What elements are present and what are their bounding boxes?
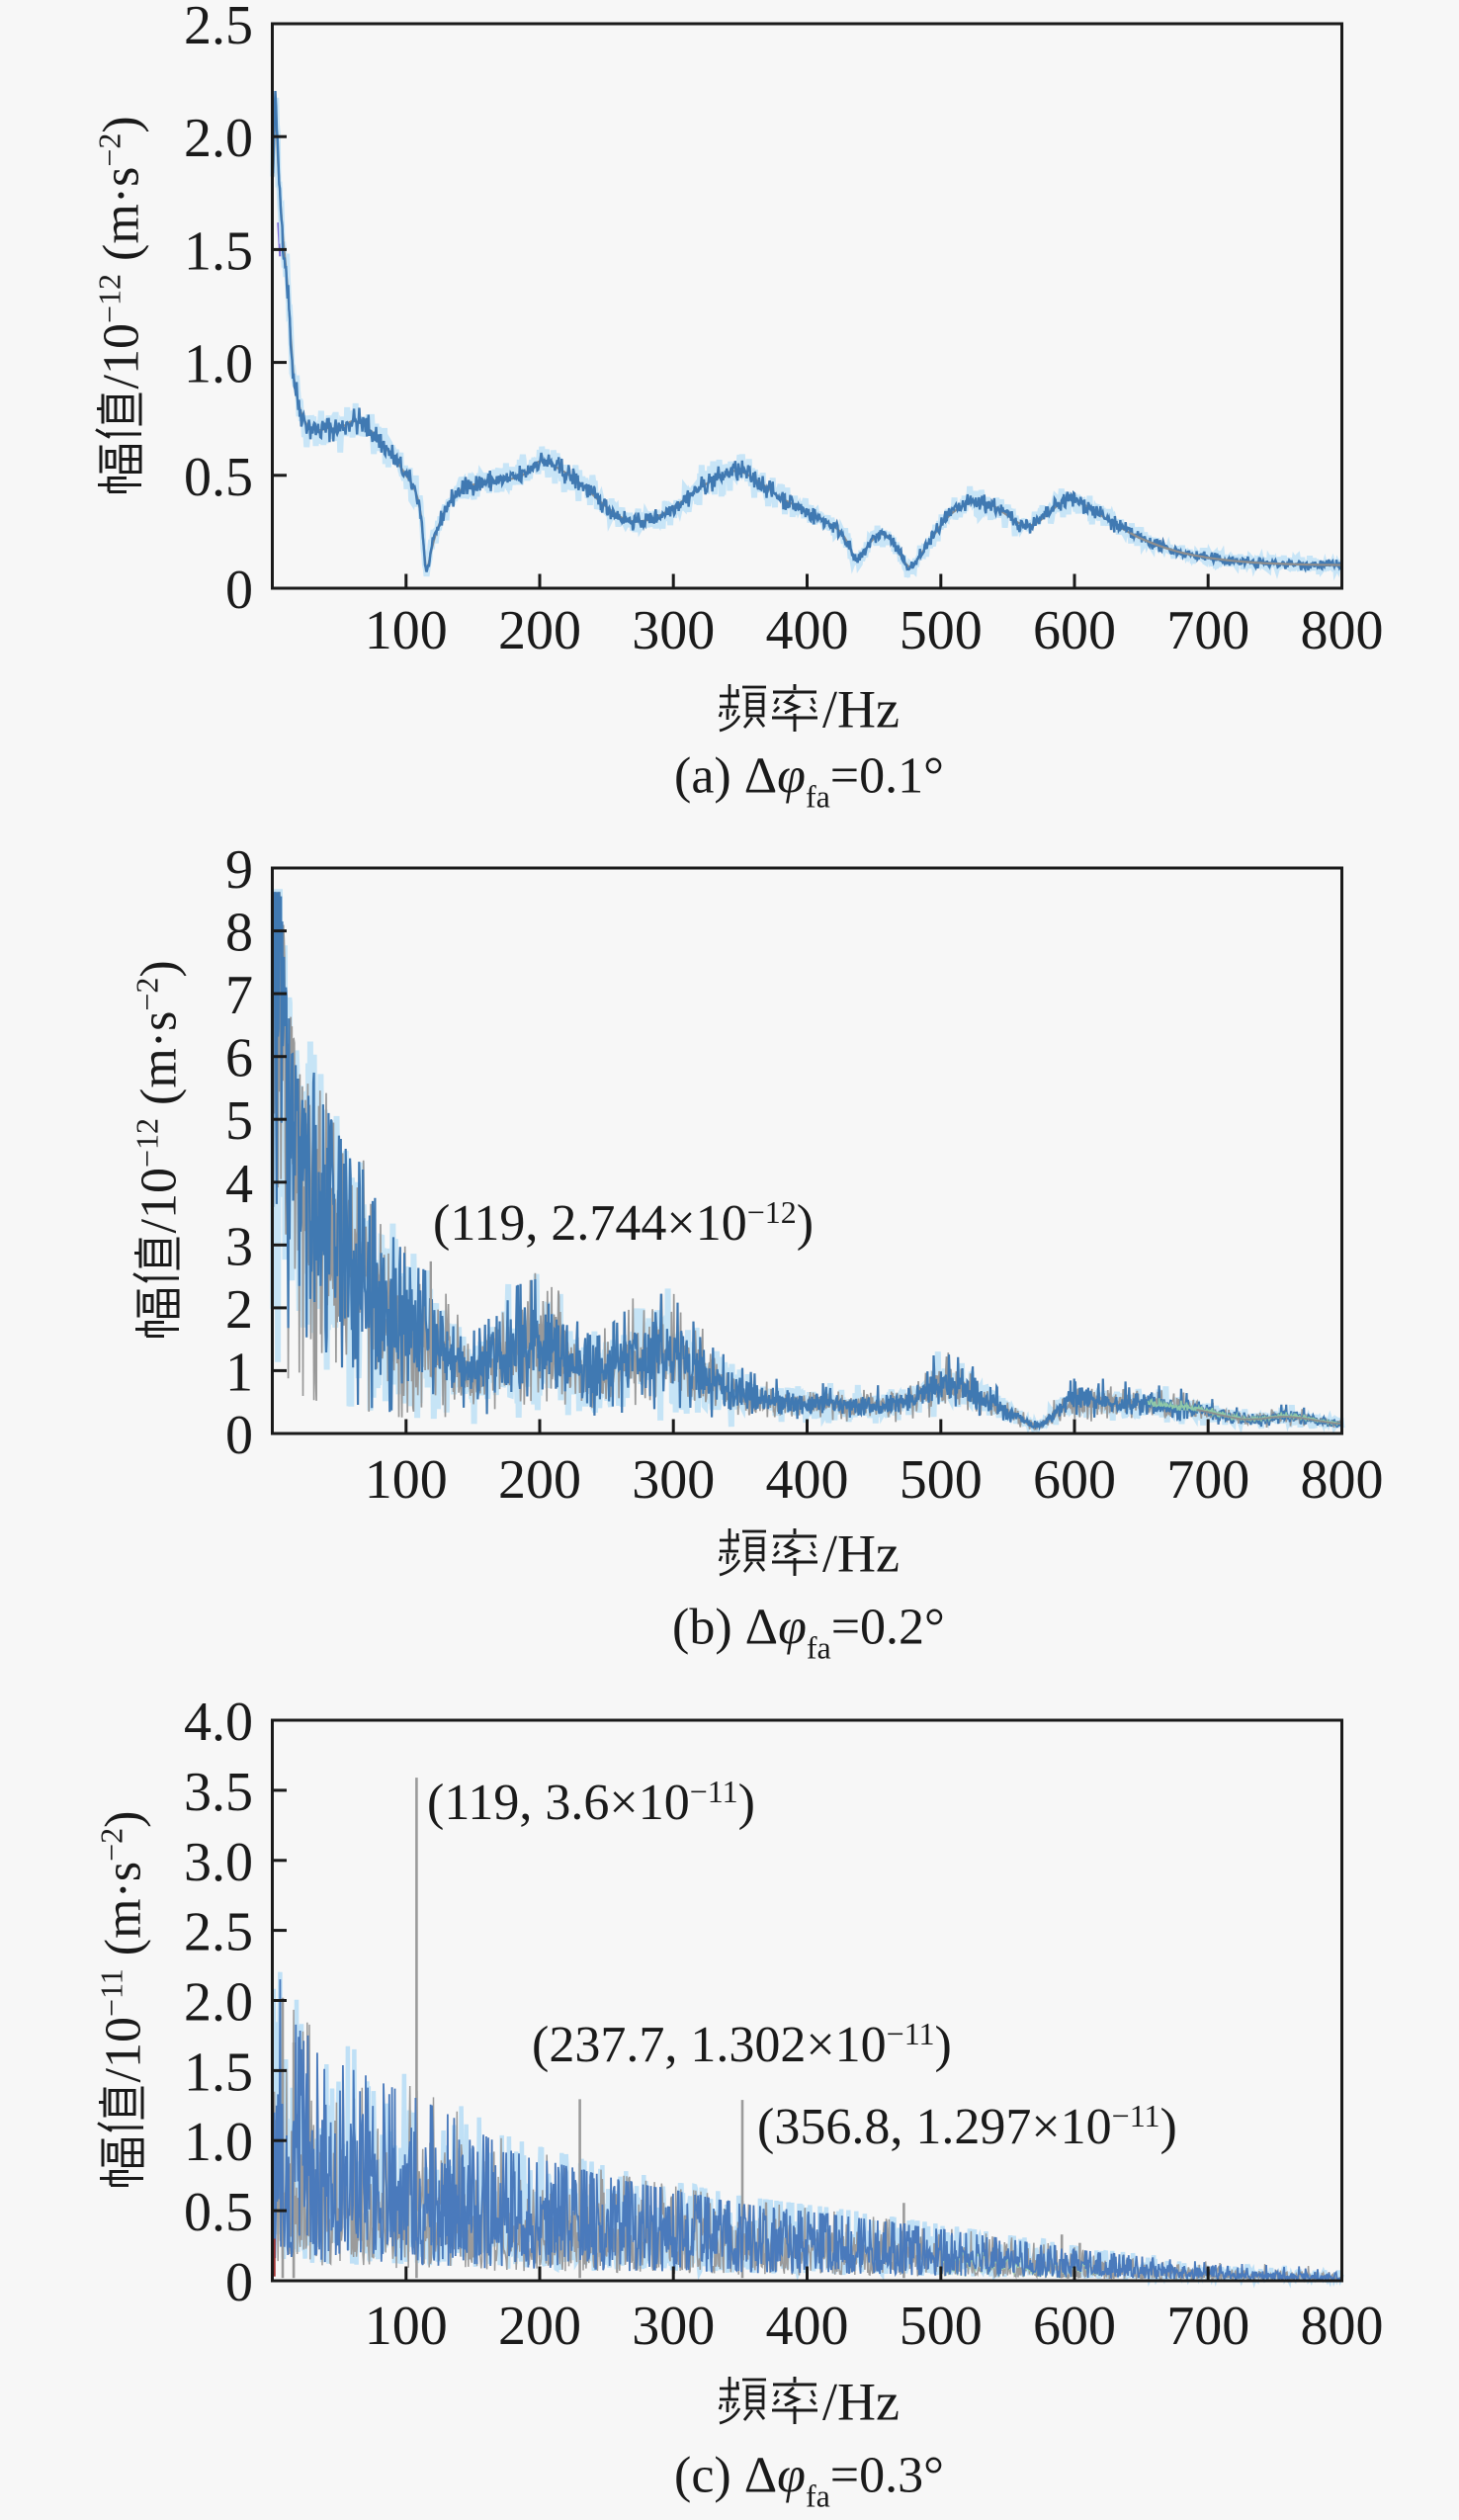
svg-text:600: 600 — [1033, 1449, 1116, 1511]
svg-text:600: 600 — [1033, 2296, 1116, 2357]
svg-text:400: 400 — [766, 600, 849, 661]
svg-text:2.0: 2.0 — [184, 1972, 253, 2034]
svg-text:300: 300 — [632, 1449, 715, 1511]
svg-text:7: 7 — [225, 965, 253, 1026]
svg-text:2.0: 2.0 — [184, 108, 253, 169]
svg-text:/10−11 (m·s−2): /10−11 (m·s−2) — [94, 1810, 152, 2082]
svg-text:500: 500 — [900, 1449, 983, 1511]
svg-text:3.5: 3.5 — [184, 1762, 253, 1823]
svg-text:600: 600 — [1033, 600, 1116, 661]
svg-text:5: 5 — [225, 1090, 253, 1152]
svg-text:2.5: 2.5 — [184, 1902, 253, 1963]
svg-text:0.5: 0.5 — [184, 447, 253, 508]
svg-text:/Hz: /Hz — [822, 2372, 900, 2431]
svg-text:200: 200 — [498, 2296, 581, 2357]
svg-text:300: 300 — [632, 2296, 715, 2357]
svg-text:9: 9 — [225, 839, 253, 901]
svg-text:4.0: 4.0 — [184, 1692, 253, 1753]
svg-text:700: 700 — [1166, 2296, 1249, 2357]
svg-text:/10−12 (m·s−2): /10−12 (m·s−2) — [129, 960, 188, 1233]
svg-text:1.5: 1.5 — [184, 220, 253, 282]
svg-text:4: 4 — [225, 1154, 253, 1215]
svg-text:200: 200 — [498, 600, 581, 661]
svg-text:1.0: 1.0 — [184, 2112, 253, 2173]
svg-text:/Hz: /Hz — [822, 1523, 900, 1583]
svg-text:/10−12 (m·s−2): /10−12 (m·s−2) — [92, 116, 150, 389]
svg-text:800: 800 — [1301, 2296, 1384, 2357]
svg-text:1.0: 1.0 — [184, 334, 253, 395]
svg-text:2: 2 — [225, 1279, 253, 1341]
svg-text:0: 0 — [225, 2252, 253, 2313]
svg-text:8: 8 — [225, 903, 253, 964]
svg-text:100: 100 — [365, 1449, 448, 1511]
svg-text:(119, 3.6×10−11): (119, 3.6×10−11) — [427, 1774, 755, 1831]
svg-text:6: 6 — [225, 1028, 253, 1089]
svg-text:0.5: 0.5 — [184, 2182, 253, 2243]
svg-text:100: 100 — [365, 2296, 448, 2357]
svg-text:400: 400 — [766, 1449, 849, 1511]
svg-text:0: 0 — [225, 1405, 253, 1466]
svg-text:1.5: 1.5 — [184, 2042, 253, 2103]
svg-text:300: 300 — [632, 600, 715, 661]
svg-text:2.5: 2.5 — [184, 0, 253, 56]
svg-text:400: 400 — [766, 2296, 849, 2357]
svg-text:1: 1 — [225, 1342, 253, 1403]
svg-text:3.0: 3.0 — [184, 1832, 253, 1893]
svg-text:500: 500 — [900, 2296, 983, 2357]
svg-text:700: 700 — [1166, 600, 1249, 661]
svg-text:800: 800 — [1301, 1449, 1384, 1511]
svg-text:(237.7, 1.302×10−11): (237.7, 1.302×10−11) — [532, 2016, 952, 2073]
svg-text:200: 200 — [498, 1449, 581, 1511]
svg-text:800: 800 — [1301, 600, 1384, 661]
svg-text:100: 100 — [365, 600, 448, 661]
svg-text:(356.8, 1.297×10−11): (356.8, 1.297×10−11) — [757, 2098, 1177, 2155]
svg-text:3: 3 — [225, 1216, 253, 1277]
svg-text:/Hz: /Hz — [822, 679, 900, 739]
svg-text:700: 700 — [1166, 1449, 1249, 1511]
svg-text:500: 500 — [900, 600, 983, 661]
svg-text:0: 0 — [225, 560, 253, 621]
